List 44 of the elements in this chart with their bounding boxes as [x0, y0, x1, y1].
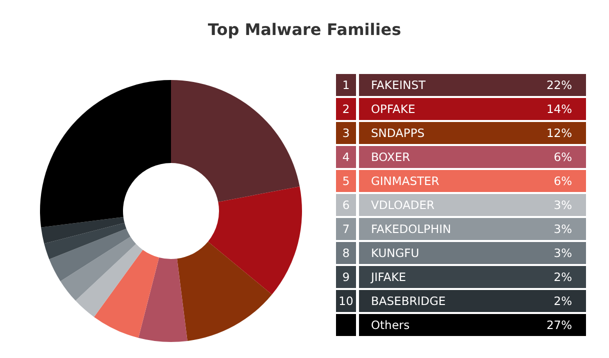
data-label: 6% [517, 170, 586, 192]
text: 3 [336, 122, 359, 144]
data-label: 14% [517, 98, 586, 120]
data-label: 6% [517, 146, 586, 168]
legend-label: OPFAKE [359, 98, 518, 120]
donut-slice [171, 80, 300, 202]
chart-title: Top Malware Families [206, 20, 402, 39]
data-label: 12% [517, 122, 586, 144]
data-label: 3% [517, 242, 586, 264]
data-label: 2% [517, 290, 586, 312]
donut-slice [177, 242, 272, 341]
data-label: 3% [517, 218, 586, 240]
text: 10 [336, 290, 359, 312]
donut-slice [76, 244, 143, 317]
donut-slice [138, 257, 188, 342]
text: 1 [336, 74, 359, 96]
donut-slice [208, 186, 302, 295]
legend-label: Others [359, 314, 518, 336]
text: 5 [336, 170, 359, 192]
legend-label: FAKEDOLPHIN [359, 218, 518, 240]
donut-slice [94, 250, 160, 338]
data-label: 2% [517, 266, 586, 288]
legend-label: SNDAPPS [359, 122, 518, 144]
legend-label: VDLOADER [359, 194, 518, 216]
data-label: 27% [517, 314, 586, 336]
legend-label: BASEBRIDGE [359, 290, 518, 312]
legend-label: JIFAKE [359, 266, 518, 288]
data-label: 3% [517, 194, 586, 216]
donut-slice [49, 228, 130, 282]
legend-label: BOXER [359, 146, 518, 168]
text: 9 [336, 266, 359, 288]
donut-slice [40, 80, 171, 228]
donut-slice [60, 236, 136, 301]
text: 8 [336, 242, 359, 264]
text: 7 [336, 218, 359, 240]
text: 4 [336, 146, 359, 168]
legend-label: KUNGFU [359, 242, 518, 264]
donut-slice [41, 217, 125, 244]
text: 2 [336, 98, 359, 120]
legend-label: FAKEINST [359, 74, 518, 96]
text: 6 [336, 194, 359, 216]
donut-slice [44, 222, 126, 260]
data-label: 22% [517, 74, 586, 96]
legend-label: GINMASTER [359, 170, 518, 192]
